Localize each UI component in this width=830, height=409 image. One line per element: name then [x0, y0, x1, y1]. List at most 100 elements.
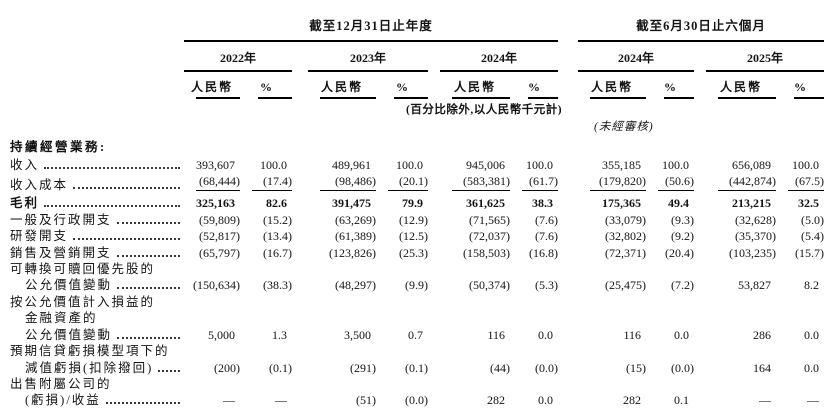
value-cell: (65,797)	[199, 245, 240, 260]
row-label-line: 減值虧損(扣除撥回)	[10, 360, 184, 376]
percent-column-header: %	[240, 70, 292, 100]
value-cell: 100.0	[662, 157, 690, 172]
table-row: 可轉換可贖回優先股的 公允價值變動 (150,634) (38.3) (48,297) (…	[10, 261, 824, 294]
row-label: 毛利	[10, 196, 40, 211]
dot-leader	[73, 187, 180, 190]
value-cell: 38.3	[532, 196, 554, 211]
column-gap	[558, 261, 578, 294]
row-label: 一般及行政開支	[10, 212, 112, 227]
value-cell: (15.7)	[795, 245, 825, 260]
row-label: 金融資產的	[25, 311, 98, 326]
value-cell: 286	[753, 327, 772, 342]
value-cell: 53,827	[738, 278, 772, 293]
value-cell: 945,006	[466, 157, 505, 172]
column-gap	[428, 261, 440, 294]
value-cell: (12.5)	[399, 229, 428, 244]
row-label-line: 公允價值變動	[10, 277, 184, 293]
value-cell: (32,802)	[605, 229, 647, 244]
row-label-cell: 一般及行政開支	[10, 212, 184, 228]
value-cell: 82.6	[266, 196, 287, 211]
value-cell: (5.0)	[801, 212, 825, 227]
row-label-line: 銷售及營銷開支	[10, 245, 184, 261]
row-label-line: 按公允價值計入損益的	[10, 294, 184, 310]
row-label-line: 收入成本	[10, 177, 184, 193]
column-gap	[694, 343, 706, 376]
column-gap	[558, 212, 578, 228]
column-gap	[292, 212, 308, 228]
value-cell: (72,037)	[469, 229, 510, 244]
value-cell: (9.9)	[405, 278, 428, 293]
spacer-cell	[428, 71, 440, 99]
row-label-cell: 可轉換可贖回優先股的 公允價值變動	[10, 261, 184, 294]
column-gap	[292, 173, 308, 193]
value-cell: 100.0	[792, 157, 820, 172]
value-cell: (71,565)	[469, 212, 510, 227]
rmb-column-header: 人民幣	[184, 70, 240, 100]
column-gap	[292, 294, 308, 343]
value-cell: 1.3	[272, 327, 287, 342]
column-gap	[558, 376, 578, 409]
row-label: 出售附屬公司的	[10, 376, 112, 391]
rmb-column-header: 人民幣	[308, 70, 376, 100]
value-cell: (16.8)	[529, 245, 559, 260]
percent-column-header: %	[510, 70, 559, 100]
value-cell: —	[223, 393, 235, 408]
year-header-2022: 2022年	[184, 41, 292, 72]
value-cell: (61,389)	[335, 229, 376, 244]
rmb-column-header: 人民幣	[440, 70, 510, 100]
value-cell: (17.4)	[240, 173, 292, 194]
value-cell: (0.0)	[671, 360, 695, 375]
rmb-column-header: 人民幣	[578, 70, 647, 100]
column-gap	[694, 294, 706, 343]
value-cell: (0.1)	[405, 360, 428, 375]
spacer-cell	[428, 41, 440, 70]
value-cell: (16.7)	[263, 245, 292, 260]
note-row: (百分比除外,以人民幣千元計) (未經審核)	[10, 99, 824, 137]
units-note: (百分比除外,以人民幣千元計)	[406, 104, 563, 117]
value-cell: (32,628)	[735, 212, 777, 227]
value-cell: (5.3)	[535, 278, 559, 293]
value-cell: 213,215	[732, 196, 772, 211]
value-cell: (25,475)	[605, 278, 647, 293]
value-cell: 0.0	[804, 327, 820, 342]
column-gap	[292, 245, 308, 261]
value-cell: (7.6)	[535, 229, 559, 244]
dot-leader	[73, 238, 180, 241]
row-label-line: 金融資產的	[10, 310, 184, 326]
column-gap	[558, 245, 578, 261]
row-label: 收入成本	[10, 178, 69, 193]
value-cell: (103,235)	[729, 245, 777, 260]
column-gap	[558, 173, 578, 193]
row-label: 銷售及營銷開支	[10, 245, 112, 260]
column-gap	[292, 157, 308, 173]
value-cell: (291)	[350, 360, 376, 375]
column-gap	[694, 157, 706, 173]
column-gap	[558, 228, 578, 244]
column-gap	[292, 376, 308, 409]
value-cell: (15)	[626, 360, 647, 375]
year-header-2024: 2024年	[440, 41, 559, 72]
value-cell: (48,297)	[335, 278, 376, 293]
row-label-line: 一般及行政開支	[10, 212, 184, 228]
table-row: 銷售及營銷開支 (65,797) (16.7) (123,826) (25.3) (158…	[10, 245, 824, 261]
column-gap	[694, 228, 706, 244]
column-gap	[428, 294, 440, 343]
section-label: 持續經營業務:	[10, 140, 107, 155]
spacer-cell	[558, 16, 578, 41]
table-row: 收入 393,607 100.0 489,961 100.0 945,006 100.0 35…	[10, 157, 824, 173]
column-gap	[558, 294, 578, 343]
dot-leader	[116, 221, 180, 224]
table-row: 出售附屬公司的 (虧損)/收益 — — (51) (0.0) 282 0.0 282 0.1 — —	[10, 376, 824, 409]
column-header-row: 人民幣 % 人民幣 % 人民幣 % 人民幣 % 人民幣 %	[10, 70, 825, 100]
value-cell: (59,809)	[199, 212, 240, 227]
value-cell: 0.7	[408, 327, 423, 342]
value-cell: 391,475	[332, 196, 371, 211]
dot-leader	[117, 336, 180, 339]
value-cell: (44)	[490, 360, 510, 375]
row-label-line: 可轉換可贖回優先股的	[10, 261, 184, 277]
value-cell: —	[807, 393, 820, 408]
note-wrap: (百分比除外,以人民幣千元計) (未經審核)	[10, 99, 824, 137]
value-cell: 49.4	[668, 196, 690, 211]
dot-leader	[44, 205, 180, 208]
